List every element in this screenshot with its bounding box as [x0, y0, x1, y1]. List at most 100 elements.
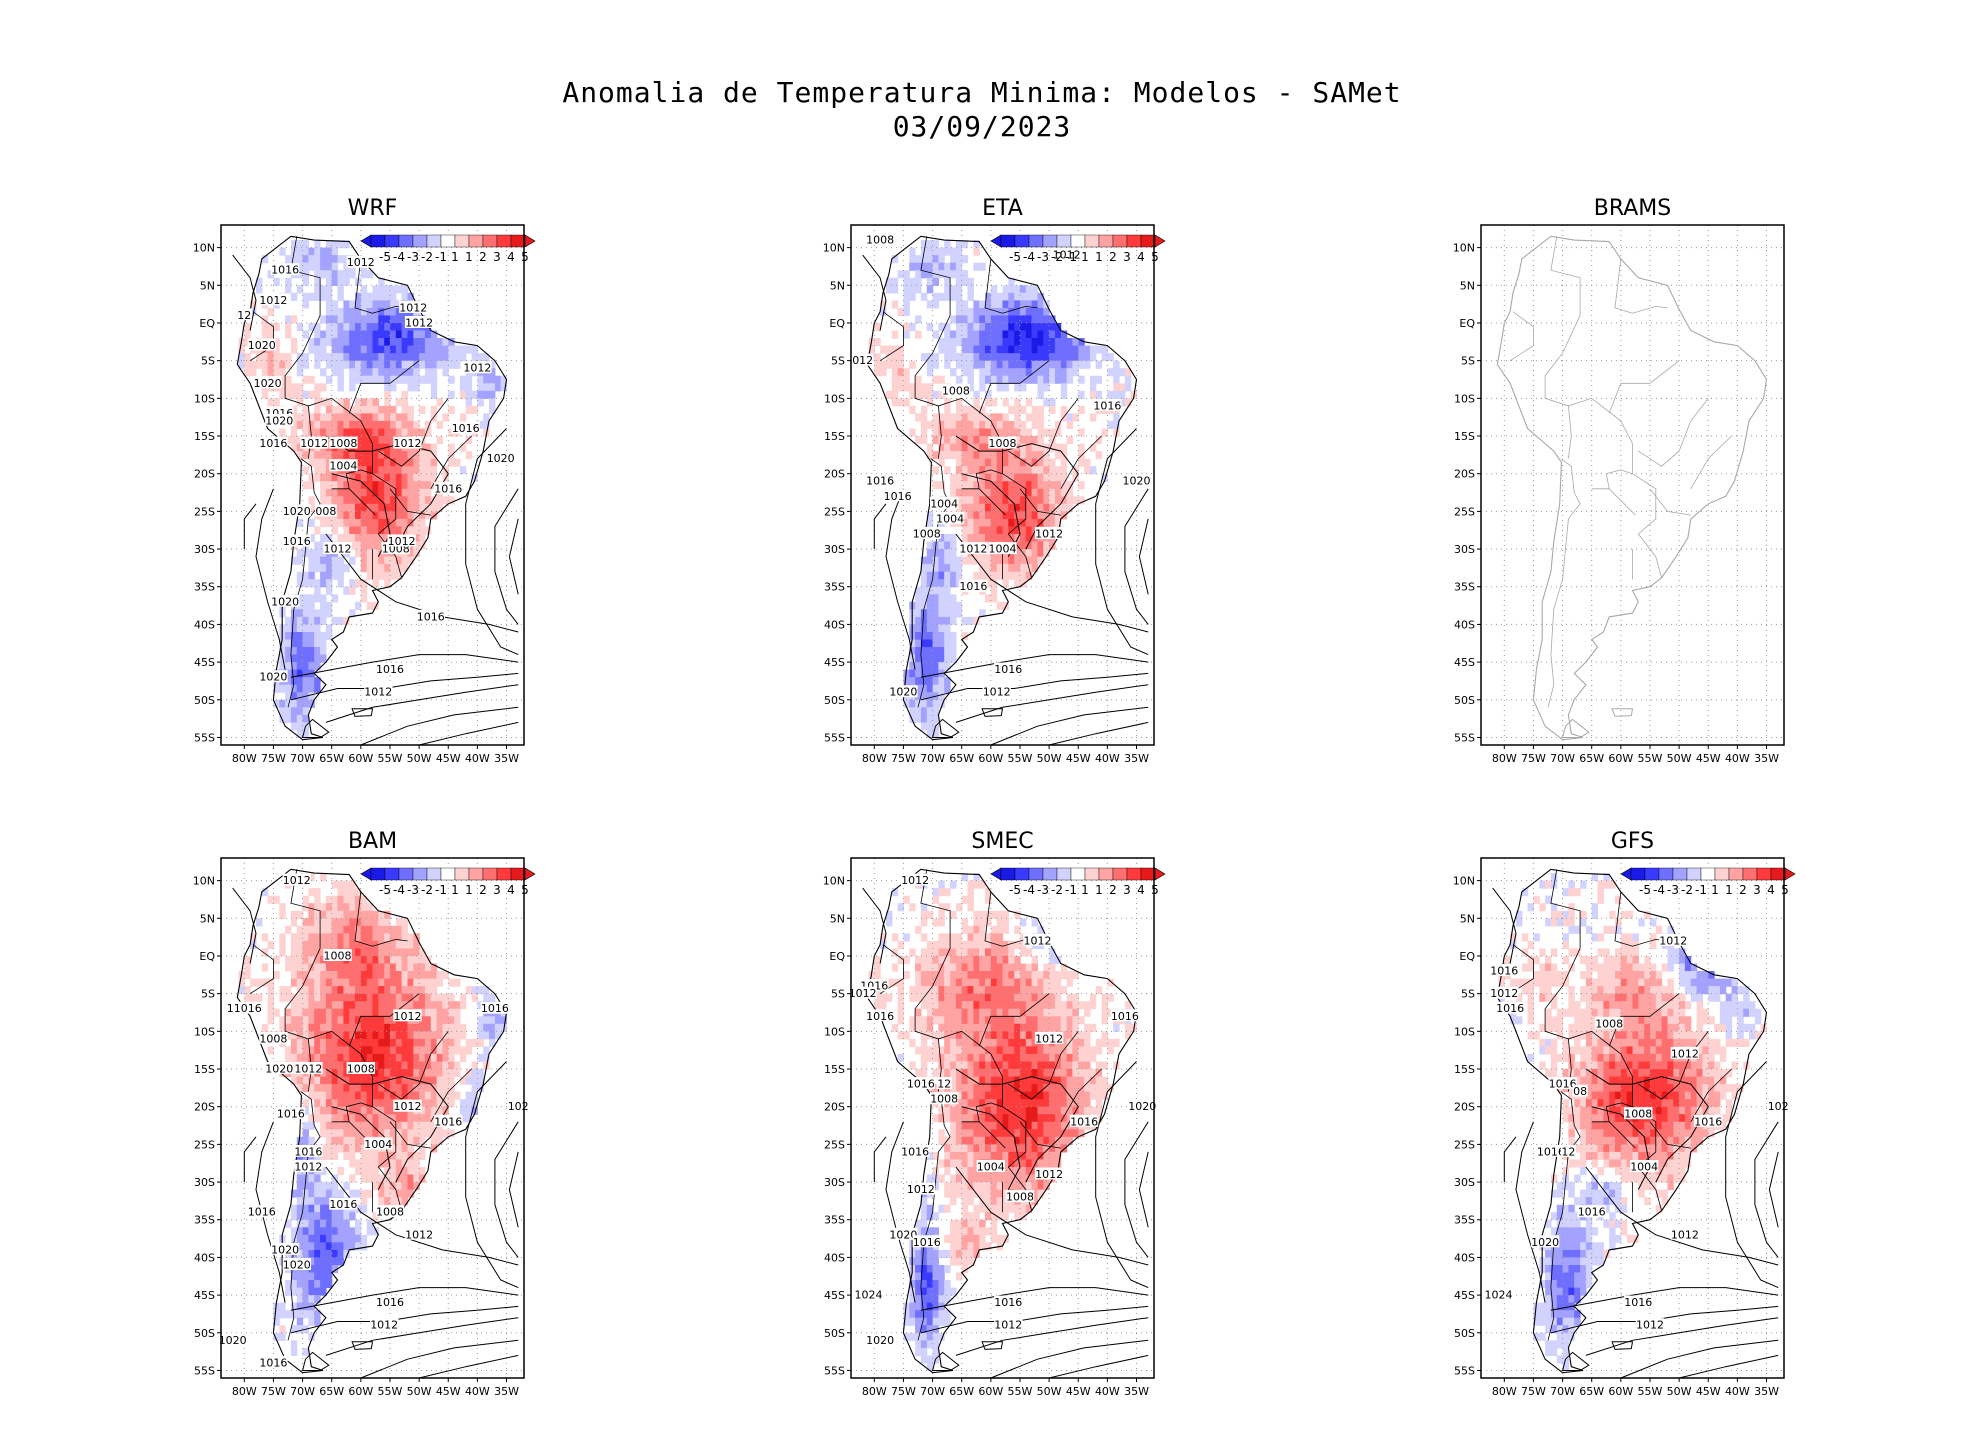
contour-label: 1024: [854, 1288, 883, 1302]
map-frame: [1480, 857, 1785, 1379]
map-frame-bg: [1481, 225, 1784, 745]
svg-text:1012: 1012: [324, 543, 352, 556]
axis-ticks: 10N 5N EQ 5S 10S 15S 20S 25S 30S 35S 40S 45S 50S 55S 8…: [823, 875, 1149, 1398]
colorbar-label: -5: [1009, 250, 1021, 264]
svg-text:1012: 1012: [399, 301, 427, 314]
lat-tick-label: 35S: [824, 581, 845, 594]
lon-tick-label: 45W: [436, 752, 461, 765]
contour-label: 1016: [375, 1295, 405, 1309]
map-frame: [850, 224, 1155, 746]
coastline: [866, 235, 1138, 741]
svg-text:1012: 1012: [394, 1010, 422, 1023]
lat-tick-label: 20S: [824, 1101, 845, 1114]
contour-label: 11016: [226, 1001, 262, 1015]
contour-label: 1016: [1548, 1077, 1577, 1091]
contour-label: 1016: [329, 1197, 358, 1211]
lat-tick-label: 40S: [194, 618, 215, 631]
contour-label: 1016: [294, 1144, 323, 1158]
contour-label: 1012: [393, 436, 422, 450]
lat-tick-label: 10N: [823, 242, 845, 255]
colorbar-label: 1: [1095, 250, 1103, 264]
lat-tick-label: 5S: [831, 355, 845, 368]
contour-label: 1020: [270, 594, 300, 608]
lon-tick-label: 40W: [1725, 752, 1750, 765]
colorbar-swatch: [1644, 867, 1660, 881]
lon-tick-label: 50W: [1667, 1385, 1692, 1398]
contour-label: 1016: [259, 436, 288, 450]
svg-text:1020: 1020: [254, 377, 282, 390]
lat-tick-label: 25S: [1454, 505, 1475, 518]
contour-label: 1012: [994, 1318, 1023, 1332]
contour-label: 1004: [329, 459, 358, 473]
island: [1561, 718, 1590, 738]
colorbar-label: 1: [1725, 883, 1733, 897]
colorbar-label: -4: [1023, 883, 1035, 897]
contour-label: 1016: [994, 1295, 1023, 1309]
colorbar-swatch: [1126, 234, 1142, 248]
lat-tick-label: 50S: [824, 694, 845, 707]
lat-tick-label: 45S: [1454, 656, 1475, 669]
contour-label: 1012: [294, 1062, 323, 1076]
contour-label: 1012: [404, 1227, 434, 1241]
svg-text:1016: 1016: [283, 535, 311, 548]
svg-text:1016: 1016: [294, 1145, 322, 1158]
svg-text:1016: 1016: [959, 580, 987, 593]
lat-tick-label: 55S: [824, 1364, 845, 1377]
lon-tick-label: 35W: [494, 1385, 519, 1398]
lon-tick-label: 80W: [1492, 1385, 1517, 1398]
axis-ticks: 10N 5N EQ 5S 10S 15S 20S 25S 30S 35S 40S 45S 50S 55S 8…: [1453, 242, 1779, 765]
country-borders: [1509, 869, 1732, 1341]
svg-text:1016: 1016: [259, 1356, 287, 1369]
pressure-contours: 1012101610121016100810121016081016102100…: [1484, 887, 1790, 1379]
colorbar-swatch: [1140, 234, 1156, 248]
colorbar-swatch: [1028, 867, 1044, 881]
lon-tick-label: 80W: [862, 752, 887, 765]
svg-text:1012: 1012: [300, 437, 328, 450]
contour-label: 1016: [276, 1107, 306, 1121]
contour-label: 1008: [1005, 1190, 1035, 1204]
colorbar-swatch: [1700, 867, 1716, 881]
contour-label: 012: [851, 353, 874, 367]
lat-tick-label: 35S: [194, 1214, 215, 1227]
lon-tick-label: 50W: [1667, 752, 1692, 765]
contour-label: 1012: [982, 685, 1011, 699]
lat-tick-label: 5S: [201, 988, 215, 1001]
colorbar-label: -1: [435, 250, 447, 264]
contour-label: 1020: [889, 685, 918, 699]
svg-text:1016: 1016: [884, 490, 912, 503]
lat-tick-label: 10N: [193, 242, 215, 255]
lat-tick-label: 10S: [1454, 1025, 1475, 1038]
colorbar-swatch: [482, 234, 498, 248]
colorbar-label: -3: [1667, 883, 1679, 897]
lon-tick-label: 45W: [1066, 752, 1091, 765]
colorbar-label: 3: [1753, 883, 1761, 897]
colorbar-swatch: [440, 867, 456, 881]
island: [931, 1351, 960, 1371]
svg-text:1016: 1016: [376, 1296, 404, 1309]
svg-text:1008: 1008: [259, 1032, 287, 1045]
colorbar-swatch: [454, 234, 470, 248]
svg-text:1016: 1016: [994, 663, 1022, 676]
contour-label: 1020: [218, 1333, 247, 1347]
lon-tick-label: 55W: [1008, 752, 1033, 765]
colorbar-label: 3: [1123, 250, 1131, 264]
svg-text:1012: 1012: [394, 1100, 422, 1113]
colorbar: -5 -4 -3 -2 -1 1 1 2 3 4 5: [1620, 867, 1796, 897]
contour-label: 1008: [930, 1092, 959, 1106]
svg-text:1020: 1020: [219, 1334, 247, 1347]
contour-label: 1012: [404, 316, 434, 330]
island: [301, 1351, 330, 1371]
colorbar-swatch: [1070, 867, 1086, 881]
colorbar-swatch: [1000, 867, 1016, 881]
map-frame: [220, 224, 525, 746]
colorbar-swatch: [510, 234, 526, 248]
colorbar-label: 1: [465, 883, 473, 897]
svg-text:1016: 1016: [452, 422, 480, 435]
contour-label: 1008: [329, 436, 358, 450]
lon-tick-label: 75W: [891, 1385, 916, 1398]
svg-text:1004: 1004: [364, 1138, 392, 1151]
colorbar-label: -5: [379, 250, 391, 264]
contour-label: 1016: [434, 1114, 463, 1128]
colorbar-swatch: [1672, 867, 1688, 881]
